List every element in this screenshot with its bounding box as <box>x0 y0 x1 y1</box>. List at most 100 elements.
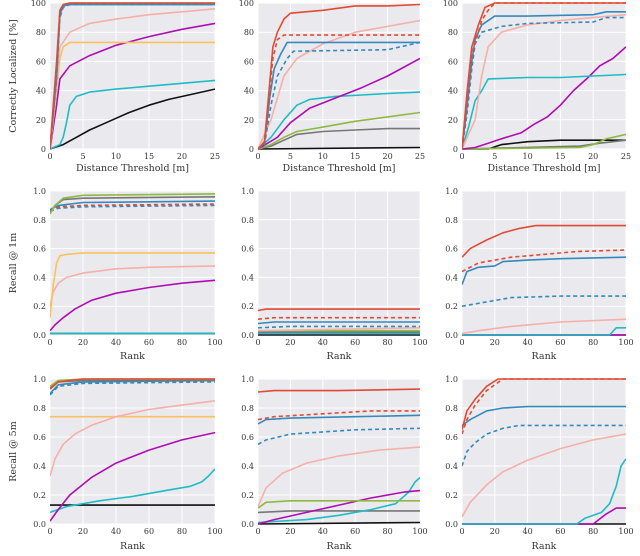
subplot-1-2: 0 5 10 15 20 25 0 20 40 60 80 100 Distance Threshold… <box>239 0 425 174</box>
x-tick-label: 10 <box>523 152 533 161</box>
y-tick-label: 0.6 <box>445 245 458 254</box>
series-line <box>50 22 215 150</box>
y-tick-label: 1.0 <box>241 187 254 196</box>
y-tick-label: 0.8 <box>445 404 458 413</box>
plot-background <box>462 379 626 524</box>
y-tick-label: 40 <box>36 87 46 96</box>
subplot-2-2: 0 20 40 60 80 100 0.0 0.2 0.4 0.6 0.8 1.0 Rank <box>241 187 427 362</box>
series-line <box>462 73 626 150</box>
series-line <box>50 431 215 522</box>
x-tick-label: 100 <box>207 527 222 536</box>
series-line <box>50 204 215 212</box>
series-line <box>462 378 626 431</box>
y-tick-label: 0.6 <box>445 433 458 442</box>
subplot-3-3: 0 20 40 60 80 100 0.0 0.2 0.4 0.6 0.8 1.0 Rank <box>445 375 633 552</box>
x-tick-label: 15 <box>144 152 154 161</box>
series-line <box>258 308 420 312</box>
y-tick-label: 20 <box>244 116 254 125</box>
y-tick-label: 1.0 <box>33 187 46 196</box>
y-tick-label: 60 <box>244 57 254 66</box>
series-line <box>258 316 420 320</box>
series-line <box>258 476 420 524</box>
series-line <box>258 414 420 425</box>
x-tick-label: 80 <box>383 527 393 536</box>
x-tick-label: 60 <box>350 338 360 347</box>
y-tick-label: 0.0 <box>241 520 254 529</box>
y-tick-label: 1.0 <box>241 375 254 384</box>
x-tick-label: 20 <box>285 338 295 347</box>
series-group <box>50 378 215 522</box>
series-group <box>258 308 420 336</box>
series-line <box>258 321 420 325</box>
x-tick-label: 20 <box>78 527 88 536</box>
y-tick-label: 0.6 <box>33 245 46 254</box>
y-tick-label: 0.0 <box>241 331 254 340</box>
series-line <box>462 318 626 335</box>
y-tick-label: 80 <box>448 28 458 37</box>
x-tick-label: 0 <box>459 527 464 536</box>
x-tick-label: 25 <box>415 152 425 161</box>
series-line <box>258 41 420 150</box>
y-tick-label: 0.0 <box>33 331 46 340</box>
x-tick-label: 80 <box>383 338 393 347</box>
y-tick-label: 0.6 <box>241 245 254 254</box>
x-tick-label: 20 <box>490 338 500 347</box>
series-line <box>258 3 420 150</box>
y-tick-label: 0.8 <box>33 216 46 225</box>
x-tick-label: 100 <box>618 338 633 347</box>
y-tick-label: 0.2 <box>445 491 458 500</box>
y-tick-label: 0 <box>41 145 46 154</box>
y-tick-label: 0.0 <box>445 520 458 529</box>
series-line <box>462 46 626 150</box>
plot-background <box>50 3 215 149</box>
series-line <box>258 41 420 150</box>
subplot-2-3: 0 20 40 60 80 100 0.0 0.2 0.4 0.6 0.8 1.0 Rank <box>445 187 633 362</box>
x-tick-label: 60 <box>144 527 154 536</box>
y-tick-label: 0.2 <box>33 302 46 311</box>
x-tick-label: 80 <box>177 527 187 536</box>
y-tick-label: 0.8 <box>241 404 254 413</box>
x-tick-label: 40 <box>523 527 533 536</box>
series-line <box>462 295 626 307</box>
x-tick-label: 0 <box>459 338 464 347</box>
plot-background <box>50 379 215 524</box>
x-tick-label: 20 <box>383 152 393 161</box>
x-tick-label: 60 <box>555 338 565 347</box>
x-tick-label: 20 <box>177 152 187 161</box>
x-tick-label: 100 <box>207 338 222 347</box>
y-tick-label: 100 <box>443 0 458 8</box>
series-line <box>50 193 215 215</box>
x-tick-label: 100 <box>412 527 427 536</box>
series-line <box>50 468 215 514</box>
y-axis-label: Recall @ 1m <box>8 233 19 293</box>
series-line <box>258 111 420 150</box>
y-tick-label: 0.2 <box>33 491 46 500</box>
series-line <box>462 458 626 525</box>
y-tick-label: 100 <box>31 0 46 8</box>
plot-background <box>258 379 420 524</box>
x-tick-label: 60 <box>350 527 360 536</box>
series-line <box>258 427 420 446</box>
x-tick-label: 5 <box>492 152 497 161</box>
y-tick-label: 0.2 <box>445 302 458 311</box>
series-line <box>462 224 626 258</box>
x-tick-label: 100 <box>412 338 427 347</box>
x-tick-label: 0 <box>47 152 52 161</box>
subplot-1-3: 0 5 10 15 20 25 0 20 40 60 80 100 Distance Threshold… <box>443 0 631 174</box>
y-tick-label: 0.8 <box>33 404 46 413</box>
y-tick-label: 0.4 <box>33 273 46 282</box>
series-group <box>462 378 626 525</box>
series-line <box>50 252 215 318</box>
series-line <box>50 203 215 212</box>
y-tick-label: 1.0 <box>445 187 458 196</box>
y-tick-label: 0.4 <box>445 273 458 282</box>
y-tick-label: 0 <box>249 145 254 154</box>
x-tick-label: 0 <box>47 338 52 347</box>
y-axis-label: Recall @ 5m <box>8 421 19 481</box>
x-tick-label: 60 <box>144 338 154 347</box>
x-tick-label: 40 <box>111 338 121 347</box>
x-tick-label: 10 <box>111 152 121 161</box>
y-tick-label: 0.6 <box>241 433 254 442</box>
x-axis-label: Rank <box>120 351 145 362</box>
x-tick-label: 60 <box>555 527 565 536</box>
